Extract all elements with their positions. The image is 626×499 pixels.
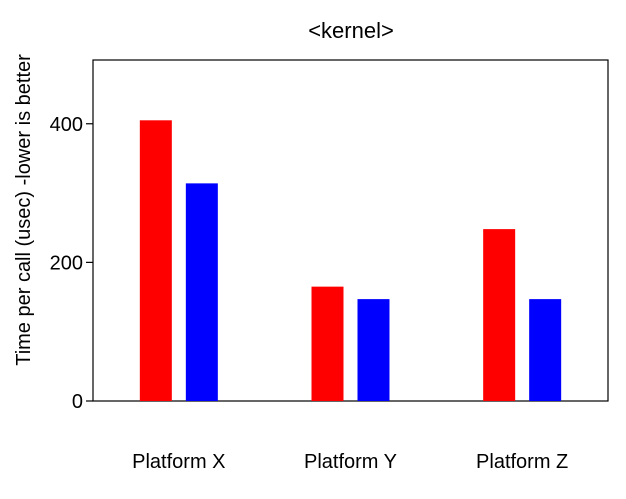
y-axis-label: Time per call (usec) -lower is better	[13, 54, 35, 366]
chart-title: <kernel>	[308, 18, 394, 43]
plot-frame	[92, 59, 609, 402]
bar-platform-x-series-2	[185, 183, 218, 401]
bar-platform-z-series-2	[529, 299, 562, 401]
bar-platform-x-series-1	[139, 120, 172, 402]
y-tick-label: 200	[50, 252, 83, 274]
x-category-label: Platform X	[132, 451, 225, 473]
bar-platform-y-series-1	[311, 286, 344, 401]
y-tick-label: 0	[72, 391, 83, 413]
x-category-label: Platform Y	[304, 451, 397, 473]
bar-platform-z-series-1	[483, 229, 516, 401]
x-category-label: Platform Z	[476, 451, 568, 473]
y-tick-label: 400	[50, 114, 83, 136]
bar-platform-y-series-2	[357, 299, 390, 401]
